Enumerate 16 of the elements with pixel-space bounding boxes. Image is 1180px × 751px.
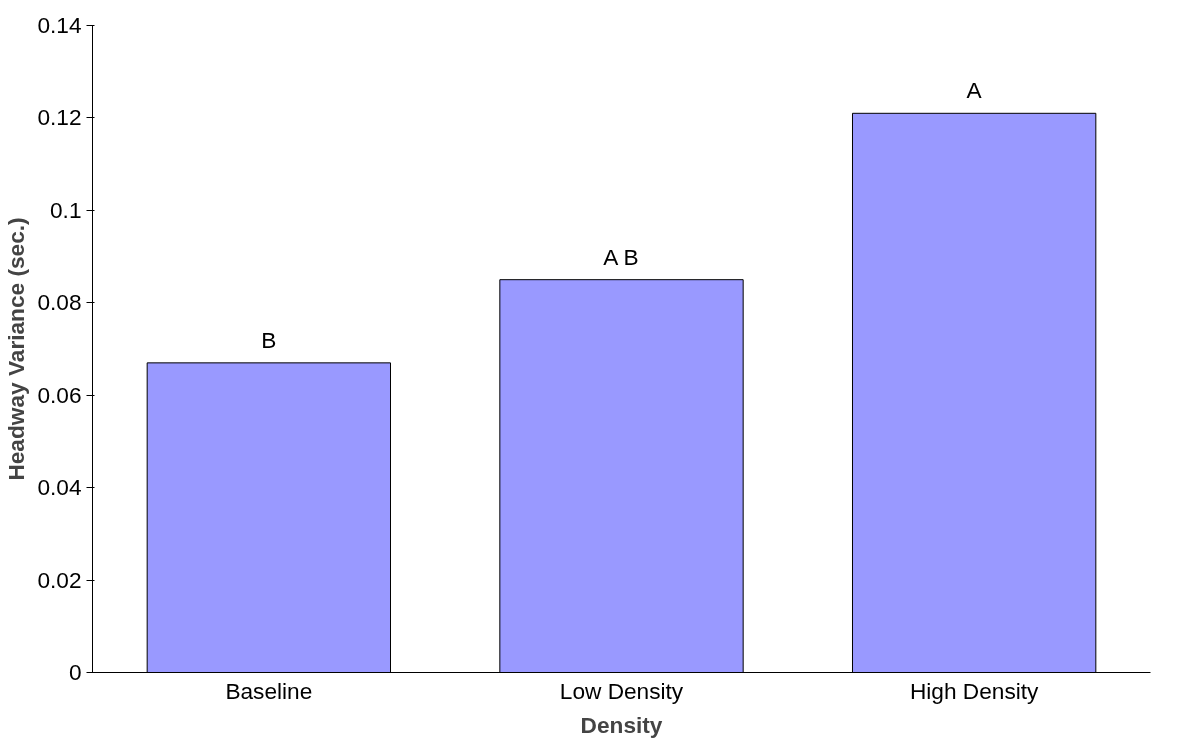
y-tick-label: 0.14 (37, 12, 82, 38)
y-tick-label: 0.08 (37, 289, 82, 316)
x-tick-label: Baseline (225, 677, 313, 704)
annotation: A B (603, 243, 639, 270)
y-tick-label: 0 (68, 659, 82, 685)
x-axis-title: Density (580, 711, 663, 738)
annotation: B (261, 326, 277, 353)
y-tick-label: 0.1 (50, 196, 82, 223)
y-tick-label: 0.02 (37, 566, 82, 593)
y-tick-label: 0.04 (37, 474, 82, 501)
y-tick-label: 0.06 (37, 381, 82, 408)
x-tick-label: High Density (909, 677, 1040, 704)
y-axis-title: Headway Variance (sec.) (3, 217, 30, 481)
y-tick-label: 0.12 (37, 104, 82, 131)
annotation: A (966, 77, 983, 104)
x-tick-label: Low Density (559, 677, 684, 704)
